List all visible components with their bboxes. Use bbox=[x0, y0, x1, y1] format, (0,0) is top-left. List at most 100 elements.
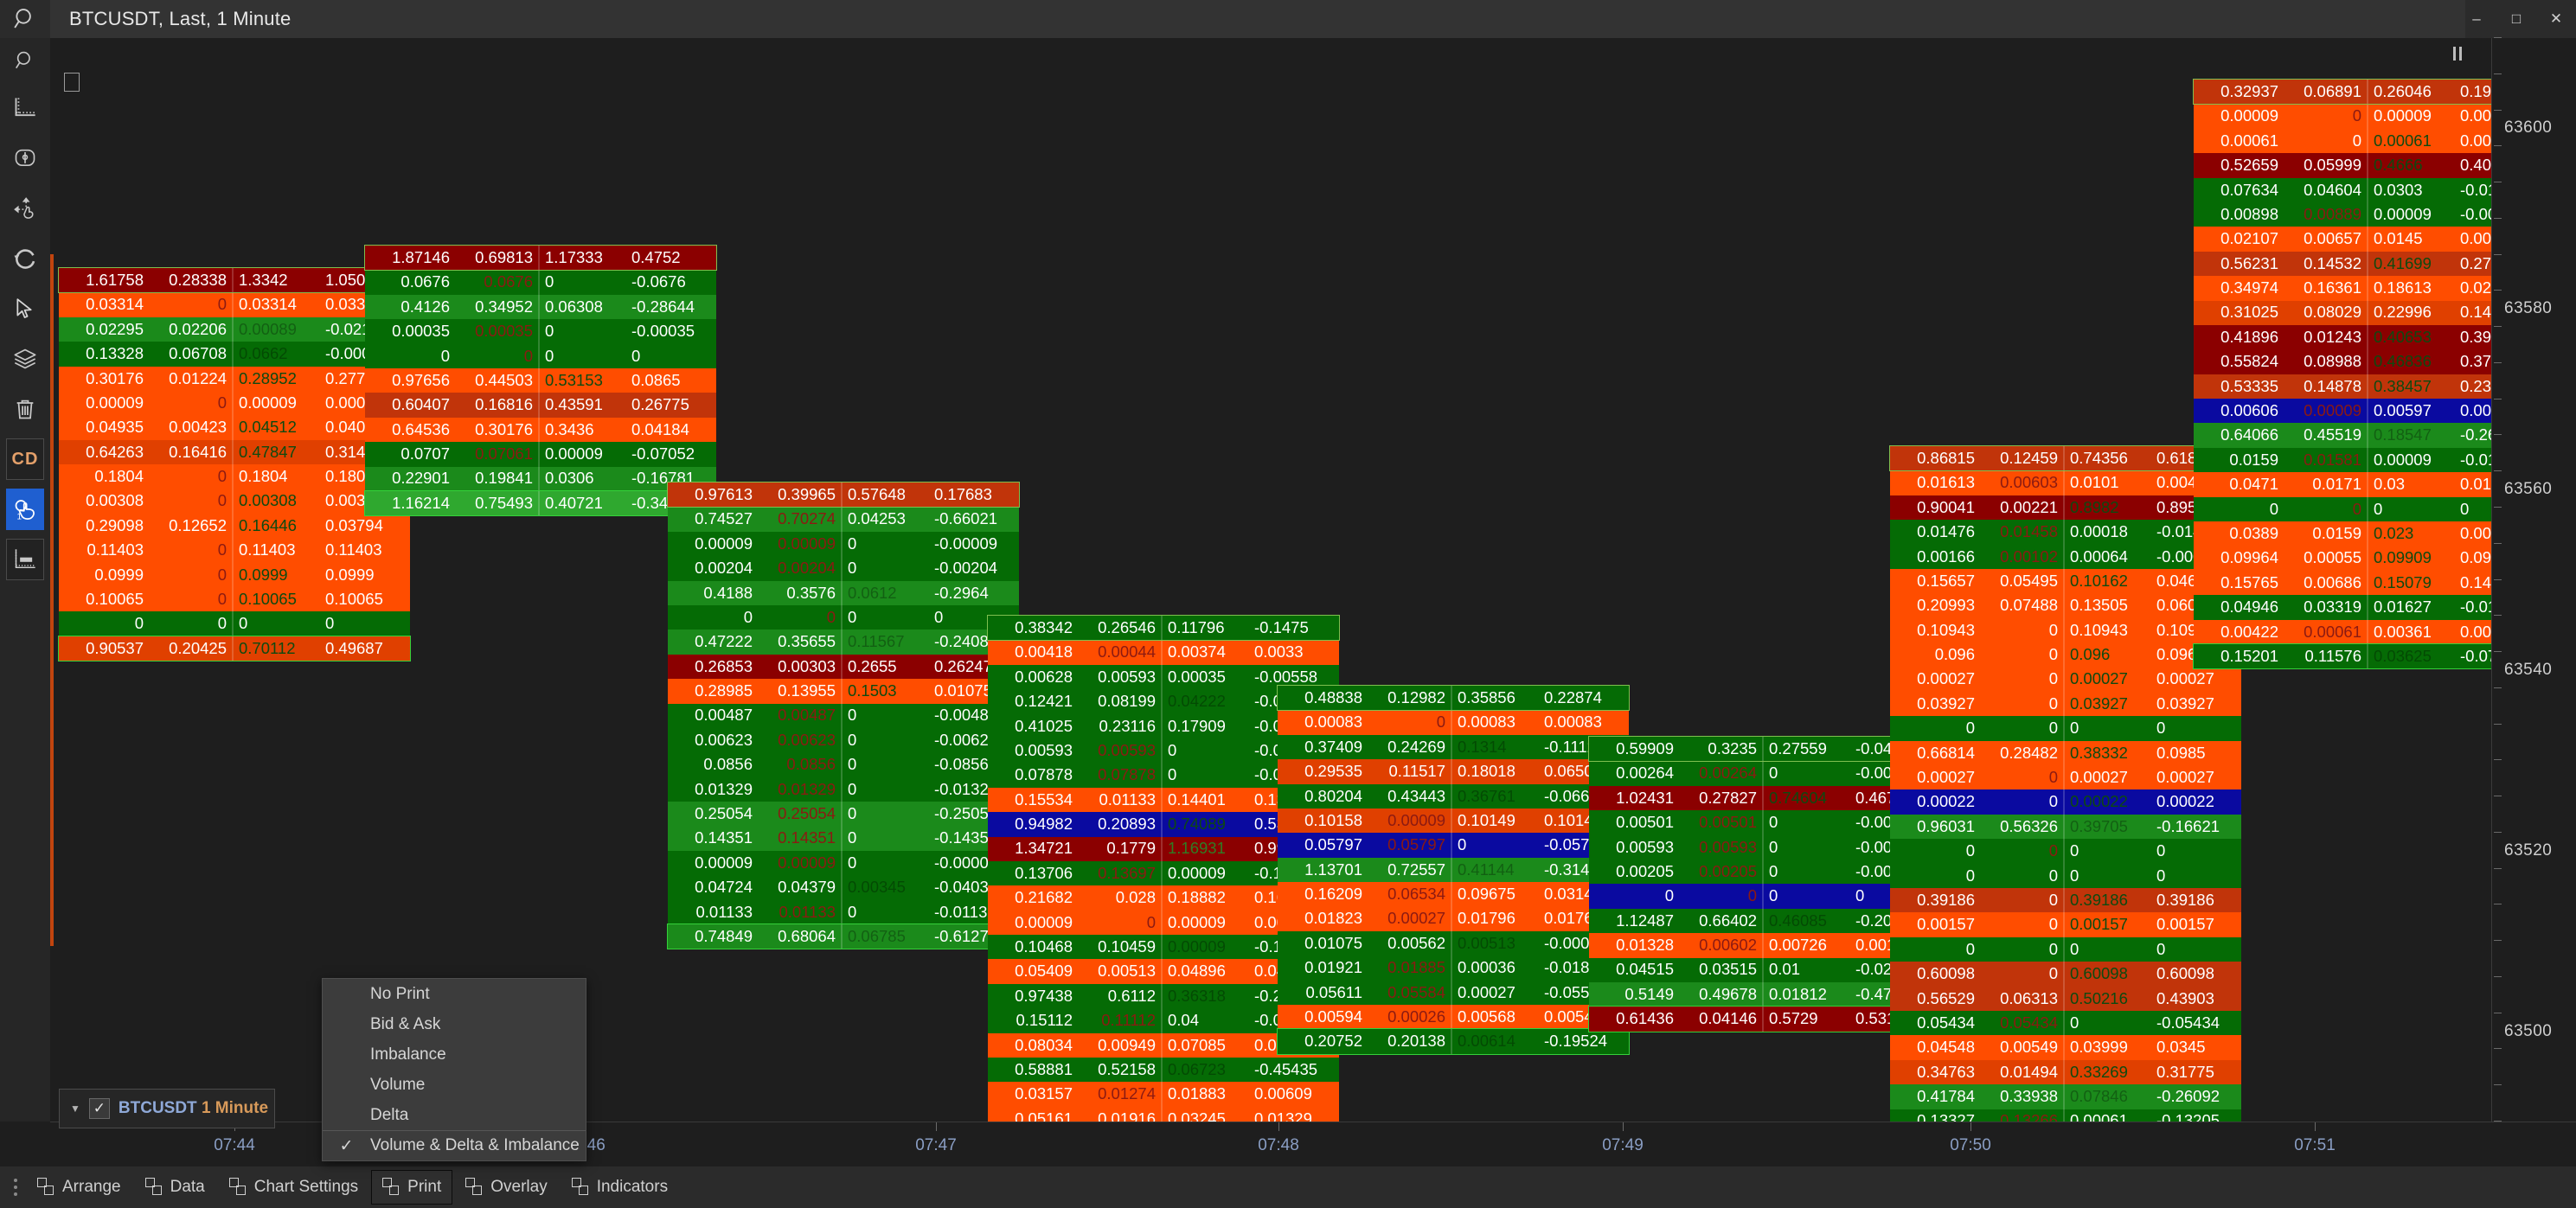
footprint-row[interactable]: 0.30176 0.01224 0.28952 0.27728 bbox=[59, 366, 410, 391]
footprint-row[interactable]: 0.00204 0.00204 0 -0.00204 bbox=[668, 556, 1019, 581]
footprint-row[interactable]: 0.00166 0.00102 0.00064 -0.00038 bbox=[1890, 544, 2241, 569]
footprint-row[interactable]: 0.00027 0 0.00027 0.00027 bbox=[1890, 667, 2241, 692]
footprint-header-row[interactable]: 0.38342 0.26546 0.11796 -0.1475 bbox=[987, 614, 1340, 642]
footprint-row[interactable]: 0.00264 0.00264 0 -0.00264 bbox=[1589, 761, 1940, 786]
price-axis[interactable]: 63600 63580 63560 63540 63520 63500 bbox=[2491, 37, 2576, 1122]
footprint-footer-row[interactable]: 0.61436 0.04146 0.5729 0.53144 bbox=[1588, 1006, 1941, 1032]
footprint-row[interactable]: 0.00606 0.00009 0.00597 0.00588 bbox=[2194, 399, 2491, 424]
menu-item-delta[interactable]: Delta bbox=[323, 1100, 586, 1130]
footprint-cluster[interactable]: 0.97613 0.39965 0.57648 0.17683 0.74527 0.702… bbox=[667, 481, 1020, 950]
footprint-row[interactable]: 0.04724 0.04379 0.00345 -0.04034 bbox=[668, 875, 1019, 900]
footprint-row[interactable]: 0.05161 0.01916 0.03245 0.01329 bbox=[988, 1106, 1339, 1122]
drag-axis-icon[interactable] bbox=[0, 183, 50, 233]
footprint-row[interactable]: 0.05434 0.05434 0 -0.05434 bbox=[1890, 1010, 2241, 1036]
footprint-row[interactable]: 0.00009 0.00009 0 -0.00009 bbox=[668, 850, 1019, 876]
footprint-cluster[interactable]: 0.48838 0.12982 0.35856 0.22874 0.00083 0 0.00… bbox=[1277, 684, 1630, 1055]
footprint-row[interactable]: 0.34974 0.16361 0.18613 0.02252 bbox=[2194, 276, 2491, 301]
footprint-row[interactable]: 0.05611 0.05584 0.00027 -0.05557 bbox=[1278, 980, 1629, 1006]
footprint-row[interactable]: 0.28985 0.13955 0.1503 0.01075 bbox=[668, 679, 1019, 704]
footprint-header-row[interactable]: 1.87146 0.69813 1.17333 0.4752 bbox=[364, 244, 717, 272]
footprint-row[interactable]: 0.00009 0.00009 0 -0.00009 bbox=[668, 531, 1019, 557]
menu-item-imbalance[interactable]: Imbalance bbox=[323, 1039, 586, 1070]
footprint-row[interactable]: 0.10158 0.00009 0.10149 0.1014 bbox=[1278, 808, 1629, 834]
footprint-row[interactable]: 0.13328 0.06708 0.0662 -0.00088 bbox=[59, 342, 410, 367]
footprint-row[interactable]: 0.00898 0.00889 0.00009 -0.0088 bbox=[2194, 201, 2491, 227]
footprint-row[interactable]: 0.20993 0.07488 0.13505 0.06017 bbox=[1890, 593, 2241, 618]
measure-ruler-icon[interactable] bbox=[0, 534, 50, 585]
footprint-row[interactable]: 0.41784 0.33938 0.07846 -0.26092 bbox=[1890, 1084, 2241, 1109]
menu-item-volume[interactable]: Volume bbox=[323, 1070, 586, 1100]
footprint-footer-row[interactable]: 0.74849 0.68064 0.06785 -0.61279 bbox=[667, 924, 1020, 950]
footprint-row[interactable]: 0.00623 0.00623 0 -0.00623 bbox=[668, 727, 1019, 753]
footprint-row[interactable]: 0.52659 0.05999 0.4666 0.40661 bbox=[2194, 153, 2491, 178]
footprint-row[interactable]: 0.56231 0.14532 0.41699 0.27167 bbox=[2194, 251, 2491, 277]
footprint-row[interactable]: 0.64536 0.30176 0.3436 0.04184 bbox=[365, 417, 716, 443]
footprint-row[interactable]: 0.0999 0 0.0999 0.0999 bbox=[59, 562, 410, 588]
toolbar-button-arrange[interactable]: Arrange bbox=[26, 1170, 132, 1205]
footprint-row[interactable]: 0.39186 0 0.39186 0.39186 bbox=[1890, 888, 2241, 913]
footprint-row[interactable]: 0.00628 0.00593 0.00035 -0.00558 bbox=[988, 664, 1339, 690]
footprint-row[interactable]: 1.12487 0.66402 0.46085 -0.20317 bbox=[1589, 908, 1940, 934]
footprint-row[interactable]: 0.97656 0.44503 0.53153 0.0865 bbox=[365, 368, 716, 393]
footprint-row[interactable]: 0.26853 0.00303 0.2655 0.26247 bbox=[668, 654, 1019, 680]
footprint-row[interactable]: 0.00501 0.00501 0 -0.00501 bbox=[1589, 810, 1940, 835]
footprint-row[interactable]: 0.66814 0.28482 0.38332 0.0985 bbox=[1890, 740, 2241, 766]
footprint-row[interactable]: 0.4126 0.34952 0.06308 -0.28644 bbox=[365, 294, 716, 320]
menu-item-no-print[interactable]: No Print bbox=[323, 979, 586, 1009]
footprint-row[interactable]: 0.07634 0.04604 0.0303 -0.01574 bbox=[2194, 177, 2491, 202]
symbol-selector[interactable]: ▼ ✓ BTCUSDT 1 Minute bbox=[59, 1089, 275, 1128]
footprint-row[interactable]: 0.0471 0.0171 0.03 0.0129 bbox=[2194, 472, 2491, 497]
footprint-header-row[interactable]: 0.48838 0.12982 0.35856 0.22874 bbox=[1277, 684, 1630, 712]
footprint-row[interactable]: 0.05797 0.05797 0 -0.05797 bbox=[1278, 833, 1629, 858]
chart-canvas[interactable]: 1.61758 0.28338 1.3342 1.05082 0.03314 0 0.033… bbox=[50, 38, 2491, 1122]
footprint-row[interactable]: 0.00083 0 0.00083 0.00083 bbox=[1278, 710, 1629, 735]
footprint-row[interactable]: 0.60407 0.16816 0.43591 0.26775 bbox=[365, 393, 716, 418]
footprint-row[interactable]: 0.01921 0.01885 0.00036 -0.01849 bbox=[1278, 956, 1629, 981]
footprint-row[interactable]: 0.00308 0 0.00308 0.00308 bbox=[59, 489, 410, 514]
footprint-row[interactable]: 0.80204 0.43443 0.36761 -0.06682 bbox=[1278, 783, 1629, 809]
footprint-row[interactable]: 0.0159 0.01581 0.00009 -0.01572 bbox=[2194, 447, 2491, 473]
minimize-icon[interactable]: – bbox=[2472, 10, 2481, 27]
footprint-row[interactable]: 0.55824 0.08988 0.46836 0.37848 bbox=[2194, 349, 2491, 374]
footprint-row[interactable]: 0.64263 0.16416 0.47847 0.31431 bbox=[59, 439, 410, 465]
footprint-row[interactable]: 0.03157 0.01274 0.01883 0.00609 bbox=[988, 1082, 1339, 1107]
symbol-checkbox[interactable]: ✓ bbox=[88, 1098, 110, 1119]
footprint-row[interactable]: 0.00418 0.00044 0.00374 0.0033 bbox=[988, 640, 1339, 665]
footprint-row[interactable]: 0.29535 0.11517 0.18018 0.06501 bbox=[1278, 759, 1629, 784]
footprint-row[interactable]: 0.34763 0.01494 0.33269 0.31775 bbox=[1890, 1059, 2241, 1085]
footprint-row[interactable]: 0.09964 0.00055 0.09909 0.09854 bbox=[2194, 546, 2491, 571]
chevron-down-icon[interactable]: ▼ bbox=[70, 1103, 80, 1115]
layers-icon[interactable] bbox=[0, 334, 50, 384]
drag-grip-icon[interactable] bbox=[7, 1174, 24, 1200]
footprint-row[interactable]: 0.0856 0.0856 0 -0.0856 bbox=[668, 752, 1019, 777]
footprint-row[interactable]: 0.60098 0 0.60098 0.60098 bbox=[1890, 962, 2241, 987]
toolbar-button-print[interactable]: Print bbox=[371, 1170, 453, 1205]
footprint-footer-row[interactable]: 0.90537 0.20425 0.70112 0.49687 bbox=[58, 635, 411, 662]
footprint-row[interactable]: 0.0389 0.0159 0.023 0.0071 bbox=[2194, 521, 2491, 546]
footprint-row[interactable]: 0.90041 0.00221 0.8982 0.89599 bbox=[1890, 495, 2241, 521]
footprint-row[interactable]: 0.01476 0.01458 0.00018 -0.0144 bbox=[1890, 520, 2241, 545]
footprint-row[interactable]: 0.56529 0.06313 0.50216 0.43903 bbox=[1890, 986, 2241, 1011]
footprint-row[interactable]: 0.02107 0.00657 0.0145 0.00793 bbox=[2194, 227, 2491, 252]
footprint-header-row[interactable]: 0.97613 0.39965 0.57648 0.17683 bbox=[667, 481, 1020, 508]
footprint-row[interactable]: 0.22901 0.19841 0.0306 -0.16781 bbox=[365, 466, 716, 491]
footprint-row[interactable]: 0.04935 0.00423 0.04512 0.04089 bbox=[59, 415, 410, 440]
footprint-row[interactable]: 0.53335 0.14878 0.38457 0.23579 bbox=[2194, 374, 2491, 399]
toolbar-button-data[interactable]: Data bbox=[134, 1170, 216, 1205]
footprint-row[interactable]: 0.096 0 0.096 0.096 bbox=[1890, 642, 2241, 668]
footprint-header-row[interactable]: 0.86815 0.12459 0.74356 0.61897 bbox=[1889, 444, 2242, 472]
footprint-row[interactable]: 1.13701 0.72557 0.41144 -0.31413 bbox=[1278, 857, 1629, 883]
footprint-row[interactable]: 0.16209 0.06534 0.09675 0.03141 bbox=[1278, 882, 1629, 907]
footprint-cluster[interactable]: 0.86815 0.12459 0.74356 0.61897 0.01613 0.006… bbox=[1889, 444, 2242, 1122]
